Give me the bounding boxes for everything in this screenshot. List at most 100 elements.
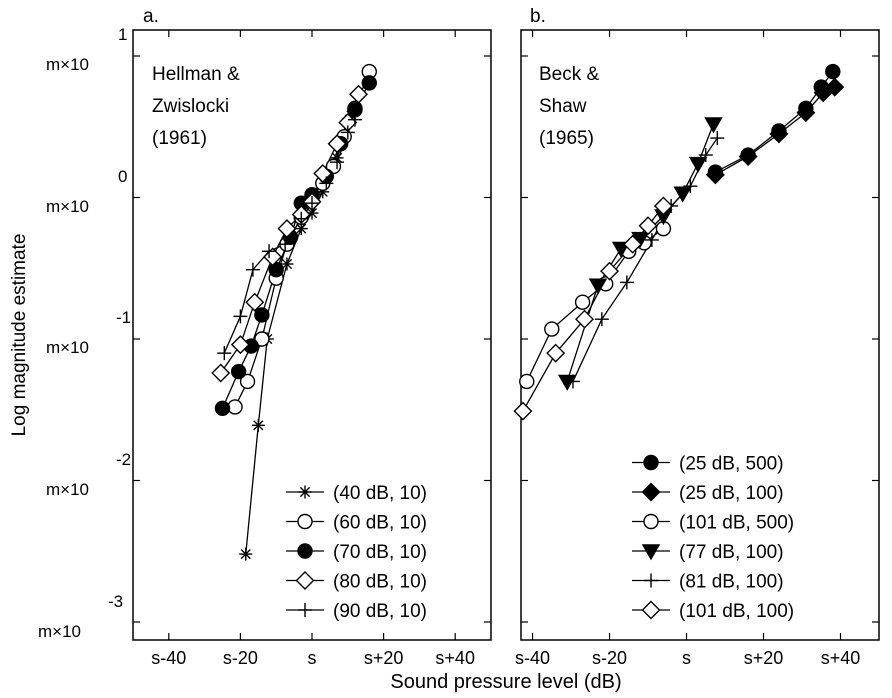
panel-a-data-point <box>330 155 345 170</box>
x-tick-label: s-20 <box>223 648 258 668</box>
x-tick-label: s <box>308 648 317 668</box>
y-tick-exponent: -2 <box>116 450 131 469</box>
panel-b-data-point <box>644 232 659 247</box>
legend-marker <box>643 454 659 471</box>
panel-b-data-point <box>594 312 609 327</box>
legend-marker <box>641 544 661 561</box>
panel-a-label: a. <box>143 6 159 27</box>
panel-b-data-point <box>683 179 698 194</box>
legends-layer: (40 dB, 10) (60 dB, 10) (70 dB, 10) (80 dB,… <box>286 454 794 622</box>
legend-entry: (40 dB, 10) <box>286 483 427 504</box>
panel-b-title-line: (1965) <box>539 128 594 149</box>
legend-entry: (81 dB, 100) <box>632 572 784 593</box>
panel-b-data-point <box>673 186 692 203</box>
legend-label: (25 dB, 500) <box>679 454 784 475</box>
panel-a-data-point <box>305 196 319 211</box>
panel-a-data-point <box>278 237 293 252</box>
panel-b-series-line <box>526 228 664 382</box>
panel-b-data-point <box>710 131 725 146</box>
panel-a-data-point <box>217 346 232 361</box>
y-axis-label: Log magnitude estimate <box>9 234 30 437</box>
panel-b-data-point <box>825 63 841 80</box>
y-tick-exponent: 1 <box>118 25 127 44</box>
legend-marker <box>641 600 661 620</box>
panel-b-data-point <box>588 278 608 295</box>
panel-b-data-point <box>565 374 580 389</box>
panel-b-series-line <box>572 137 718 382</box>
panel-a-title-line: (1961) <box>152 128 207 149</box>
panel-b-data-point <box>825 77 845 97</box>
panel-a-data-point <box>233 309 248 324</box>
y-tick-base: m×10 <box>46 55 89 74</box>
panel-a-data-point <box>254 331 270 347</box>
panel-b-data-point <box>546 343 566 363</box>
panel-b-data-point <box>769 124 789 144</box>
x-axis-label: Sound pressure level (dB) <box>390 671 621 693</box>
legend-entry: (90 dB, 10) <box>286 601 427 622</box>
panel-a-title-line: Zwislocki <box>152 96 229 117</box>
legend-entry: (101 dB, 500) <box>632 513 794 534</box>
panel-b-data-point <box>638 216 658 236</box>
legend-marker <box>298 603 312 617</box>
panel-a-data-point <box>211 363 231 383</box>
panel-b-series-line <box>566 123 715 382</box>
panel-a-data-point <box>239 373 256 390</box>
panel-a-data-point <box>280 257 294 271</box>
legend-entry: (60 dB, 10) <box>286 513 427 534</box>
y-tick-base: m×10 <box>46 338 89 357</box>
legend-label: (60 dB, 10) <box>333 513 427 534</box>
legend-entry: (101 dB, 100) <box>632 600 794 622</box>
legend-entry: (80 dB, 10) <box>286 571 427 593</box>
legend-label: (40 dB, 10) <box>333 483 427 504</box>
legend-label: (70 dB, 10) <box>333 542 427 563</box>
legend-label: (77 dB, 100) <box>679 542 784 563</box>
panel-a-data-point <box>319 176 334 191</box>
panel-b-data-point <box>519 373 535 390</box>
panel-a-data-point <box>340 125 355 140</box>
panel-a-data-point <box>214 400 231 417</box>
panel-a-data-point <box>245 262 260 277</box>
legend-marker <box>643 513 659 530</box>
panel-b-data-point <box>698 148 713 163</box>
legend-label: (90 dB, 10) <box>333 601 427 622</box>
x-tick-label: s-20 <box>592 648 627 668</box>
y-tick-exponent: -3 <box>108 592 123 611</box>
y-tick-base: m×10 <box>46 480 89 499</box>
panel-b-data-point <box>738 146 758 166</box>
x-tick-label: s-40 <box>151 648 186 668</box>
panel-a-data-point <box>262 244 277 259</box>
panel-b-data-point <box>513 401 533 421</box>
x-tick-label: s-40 <box>515 648 550 668</box>
x-tick-label: s+20 <box>744 648 784 668</box>
series-lines-layer <box>220 71 836 555</box>
panel-a-data-point <box>230 335 250 355</box>
legend-entry: (70 dB, 10) <box>286 542 427 563</box>
panel-a-data-point <box>245 292 265 312</box>
y-tick-label: m×10 -3 <box>38 592 123 641</box>
panel-b-data-point <box>704 117 723 134</box>
y-tick-label: m×10 -1 <box>46 308 131 357</box>
panel-b-data-point <box>619 275 634 290</box>
panel-a-data-point <box>254 307 270 323</box>
panel-b-data-point <box>600 261 620 281</box>
panel-b-title-line: Shaw <box>539 96 587 117</box>
series-markers-layer <box>211 63 845 561</box>
panel-b-data-point <box>557 374 577 391</box>
legend-marker <box>641 482 661 502</box>
panel-a-data-point <box>277 219 297 239</box>
y-tick-label: m×10 0 <box>46 167 127 216</box>
panel-a-data-point <box>349 84 369 104</box>
panel-b-data-point <box>796 103 816 123</box>
panel-b-data-point <box>688 156 708 173</box>
x-tick-label: s+20 <box>364 648 404 668</box>
y-tick-base: m×10 <box>38 622 81 641</box>
legend-marker <box>644 573 658 588</box>
panel-b-data-point <box>574 294 591 310</box>
panel-a-title-line: Hellman & <box>152 64 240 85</box>
panel-a-data-point <box>227 399 243 415</box>
x-tick-label: s+40 <box>435 648 475 668</box>
x-tick-label: s <box>682 648 691 668</box>
legend-entry: (25 dB, 500) <box>632 454 784 475</box>
panel-b-title-line: Beck & <box>539 64 600 85</box>
